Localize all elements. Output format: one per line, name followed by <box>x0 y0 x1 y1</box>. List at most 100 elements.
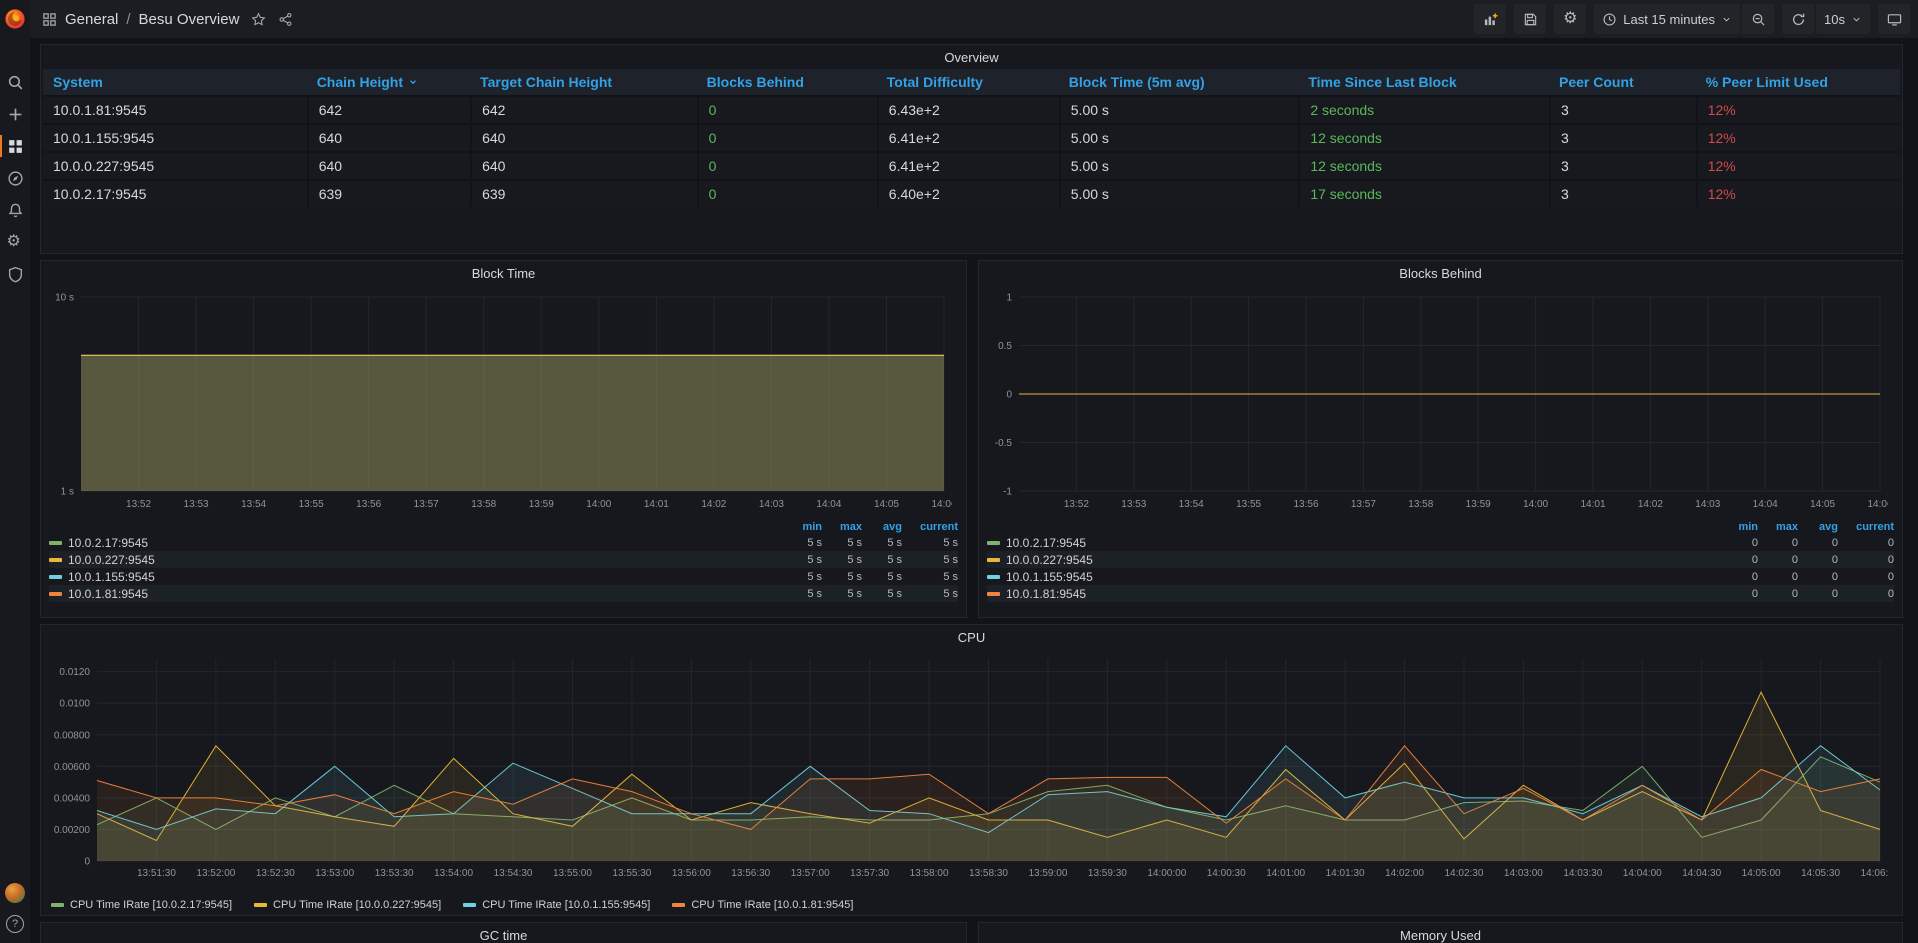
legend-stat-header-min[interactable]: min <box>778 521 822 533</box>
x-axis-label: 14:04 <box>1753 499 1778 510</box>
x-axis-label: 13:53 <box>184 499 209 510</box>
sidebar-item-dashboards[interactable] <box>0 130 30 162</box>
legend-stat-value: 0 <box>1798 571 1838 583</box>
x-axis-label: 14:01 <box>644 499 669 510</box>
star-icon[interactable] <box>251 12 266 27</box>
table-header-row: SystemChain HeightTarget Chain HeightBlo… <box>43 69 1900 95</box>
legend-swatch-icon <box>672 903 685 907</box>
panel-overview-title[interactable]: Overview <box>41 45 1902 69</box>
column-header-block_time[interactable]: Block Time (5m avg) <box>1059 69 1299 95</box>
zoom-out-icon <box>1751 12 1766 27</box>
cell-block_time: 5.00 s <box>1059 125 1299 151</box>
x-axis-label: 14:05:00 <box>1742 868 1781 879</box>
legend-stat-value: 0 <box>1714 537 1758 549</box>
legend-swatch-icon <box>51 903 64 907</box>
legend-series-name[interactable]: 10.0.0.227:9545 <box>49 553 778 567</box>
sidebar-item-server-admin[interactable] <box>0 258 30 290</box>
breadcrumb-section[interactable]: General <box>65 11 118 28</box>
legend-stats-header: minmaxavgcurrent <box>49 519 958 534</box>
gear-icon: ⚙ <box>7 234 24 251</box>
cpu-plot[interactable]: 00.002000.004000.006000.008000.01000.012… <box>41 649 1888 897</box>
legend-stat-header-current[interactable]: current <box>1838 521 1894 533</box>
panel-block-time: Block Time 10 s1 s13:5213:5313:5413:5513… <box>40 260 967 618</box>
x-axis-label: 14:06:00 <box>1861 868 1888 879</box>
x-axis-label: 14:00 <box>1523 499 1548 510</box>
user-avatar[interactable] <box>5 883 25 903</box>
legend-stat-value: 0 <box>1798 554 1838 566</box>
legend-stat-header-max[interactable]: max <box>822 521 862 533</box>
save-dashboard-button[interactable] <box>1514 4 1546 34</box>
column-header-time_since_last_block[interactable]: Time Since Last Block <box>1298 69 1549 95</box>
column-header-peer_limit_used[interactable]: % Peer Limit Used <box>1696 69 1900 95</box>
column-header-peer_count[interactable]: Peer Count <box>1549 69 1696 95</box>
panel-blocks-behind-title[interactable]: Blocks Behind <box>979 261 1902 285</box>
legend-series-name[interactable]: CPU Time IRate [10.0.2.17:9545] <box>51 899 232 911</box>
refresh-button[interactable] <box>1782 4 1814 34</box>
time-range-button[interactable]: Last 15 minutes <box>1594 4 1740 34</box>
share-icon[interactable] <box>278 12 293 27</box>
x-axis-label: 13:56:00 <box>672 868 711 879</box>
column-header-blocks_behind[interactable]: Blocks Behind <box>697 69 877 95</box>
sidebar-item-alerting[interactable] <box>0 194 30 226</box>
grafana-logo[interactable] <box>0 0 30 38</box>
legend-series-name[interactable]: 10.0.0.227:9545 <box>987 553 1714 567</box>
dashboard-settings-button[interactable]: ⚙ <box>1554 4 1586 34</box>
legend-stat-value: 5 s <box>822 571 862 583</box>
x-axis-label: 14:00:30 <box>1207 868 1246 879</box>
add-panel-button[interactable] <box>1474 4 1506 34</box>
x-axis-label: 14:05 <box>1810 499 1835 510</box>
x-axis-label: 13:58 <box>1408 499 1433 510</box>
legend-stat-header-max[interactable]: max <box>1758 521 1798 533</box>
legend-stat-value: 0 <box>1838 588 1894 600</box>
legend-stat-value: 5 s <box>902 588 958 600</box>
blocks-behind-plot[interactable]: 10.50-0.5-113:5213:5313:5413:5513:5613:5… <box>979 285 1888 517</box>
cpu-chart[interactable]: 00.002000.004000.006000.008000.01000.012… <box>41 649 1902 897</box>
block-time-chart[interactable]: 10 s1 s13:5213:5313:5413:5513:5613:5713:… <box>41 285 966 517</box>
legend-series-name[interactable]: 10.0.1.81:9545 <box>49 587 778 601</box>
add-panel-icon <box>1483 12 1498 27</box>
legend-stat-header-avg[interactable]: avg <box>862 521 902 533</box>
legend-series-name[interactable]: 10.0.1.81:9545 <box>987 587 1714 601</box>
x-axis-label: 14:04:00 <box>1623 868 1662 879</box>
sidebar-item-configuration[interactable]: ⚙ <box>0 226 30 258</box>
legend-stat-value: 0 <box>1838 554 1894 566</box>
legend-stat-header-avg[interactable]: avg <box>1798 521 1838 533</box>
cell-blocks_behind: 0 <box>697 125 877 151</box>
zoom-out-button[interactable] <box>1742 4 1774 34</box>
legend-stat-header-current[interactable]: current <box>902 521 958 533</box>
legend-series-name[interactable]: CPU Time IRate [10.0.0.227:9545] <box>254 899 441 911</box>
column-header-chain_height[interactable]: Chain Height <box>307 69 470 95</box>
sidebar-item-search[interactable] <box>0 66 30 98</box>
breadcrumb-title[interactable]: Besu Overview <box>139 11 240 28</box>
panel-block-time-title[interactable]: Block Time <box>41 261 966 285</box>
panel-cpu-title[interactable]: CPU <box>41 625 1902 649</box>
blocks-behind-chart[interactable]: 10.50-0.5-113:5213:5313:5413:5513:5613:5… <box>979 285 1902 517</box>
cell-total_difficulty: 6.43e+2 <box>877 97 1059 123</box>
column-header-system[interactable]: System <box>43 69 307 95</box>
legend-series-name[interactable]: 10.0.1.155:9545 <box>987 570 1714 584</box>
sidebar-item-create[interactable] <box>0 98 30 130</box>
x-axis-label: 14:01:00 <box>1266 868 1305 879</box>
legend-stat-header-min[interactable]: min <box>1714 521 1758 533</box>
block-time-plot[interactable]: 10 s1 s13:5213:5313:5413:5513:5613:5713:… <box>41 285 952 517</box>
legend-series-name[interactable]: CPU Time IRate [10.0.1.81:9545] <box>672 899 853 911</box>
column-header-target_chain_height[interactable]: Target Chain Height <box>470 69 697 95</box>
help-icon[interactable]: ? <box>6 915 24 933</box>
sidebar-item-explore[interactable] <box>0 162 30 194</box>
x-axis-label: 14:01 <box>1580 499 1605 510</box>
legend-stat-value: 0 <box>1758 571 1798 583</box>
cell-chain_height: 640 <box>307 125 470 151</box>
refresh-interval-button[interactable]: 10s <box>1816 4 1870 34</box>
legend-series-name[interactable]: 10.0.2.17:9545 <box>49 536 778 550</box>
cell-peer_count: 3 <box>1549 153 1696 179</box>
legend-stat-value: 5 s <box>778 537 822 549</box>
legend-series-name[interactable]: 10.0.1.155:9545 <box>49 570 778 584</box>
legend-stat-value: 5 s <box>902 537 958 549</box>
panel-cpu: CPU 00.002000.004000.006000.008000.01000… <box>40 624 1903 916</box>
panel-gc-time-title[interactable]: GC time <box>41 923 966 943</box>
legend-series-name[interactable]: 10.0.2.17:9545 <box>987 536 1714 550</box>
legend-series-name[interactable]: CPU Time IRate [10.0.1.155:9545] <box>463 899 650 911</box>
panel-memory-used-title[interactable]: Memory Used <box>979 923 1902 943</box>
column-header-total_difficulty[interactable]: Total Difficulty <box>877 69 1059 95</box>
cycle-view-button[interactable] <box>1878 4 1910 34</box>
